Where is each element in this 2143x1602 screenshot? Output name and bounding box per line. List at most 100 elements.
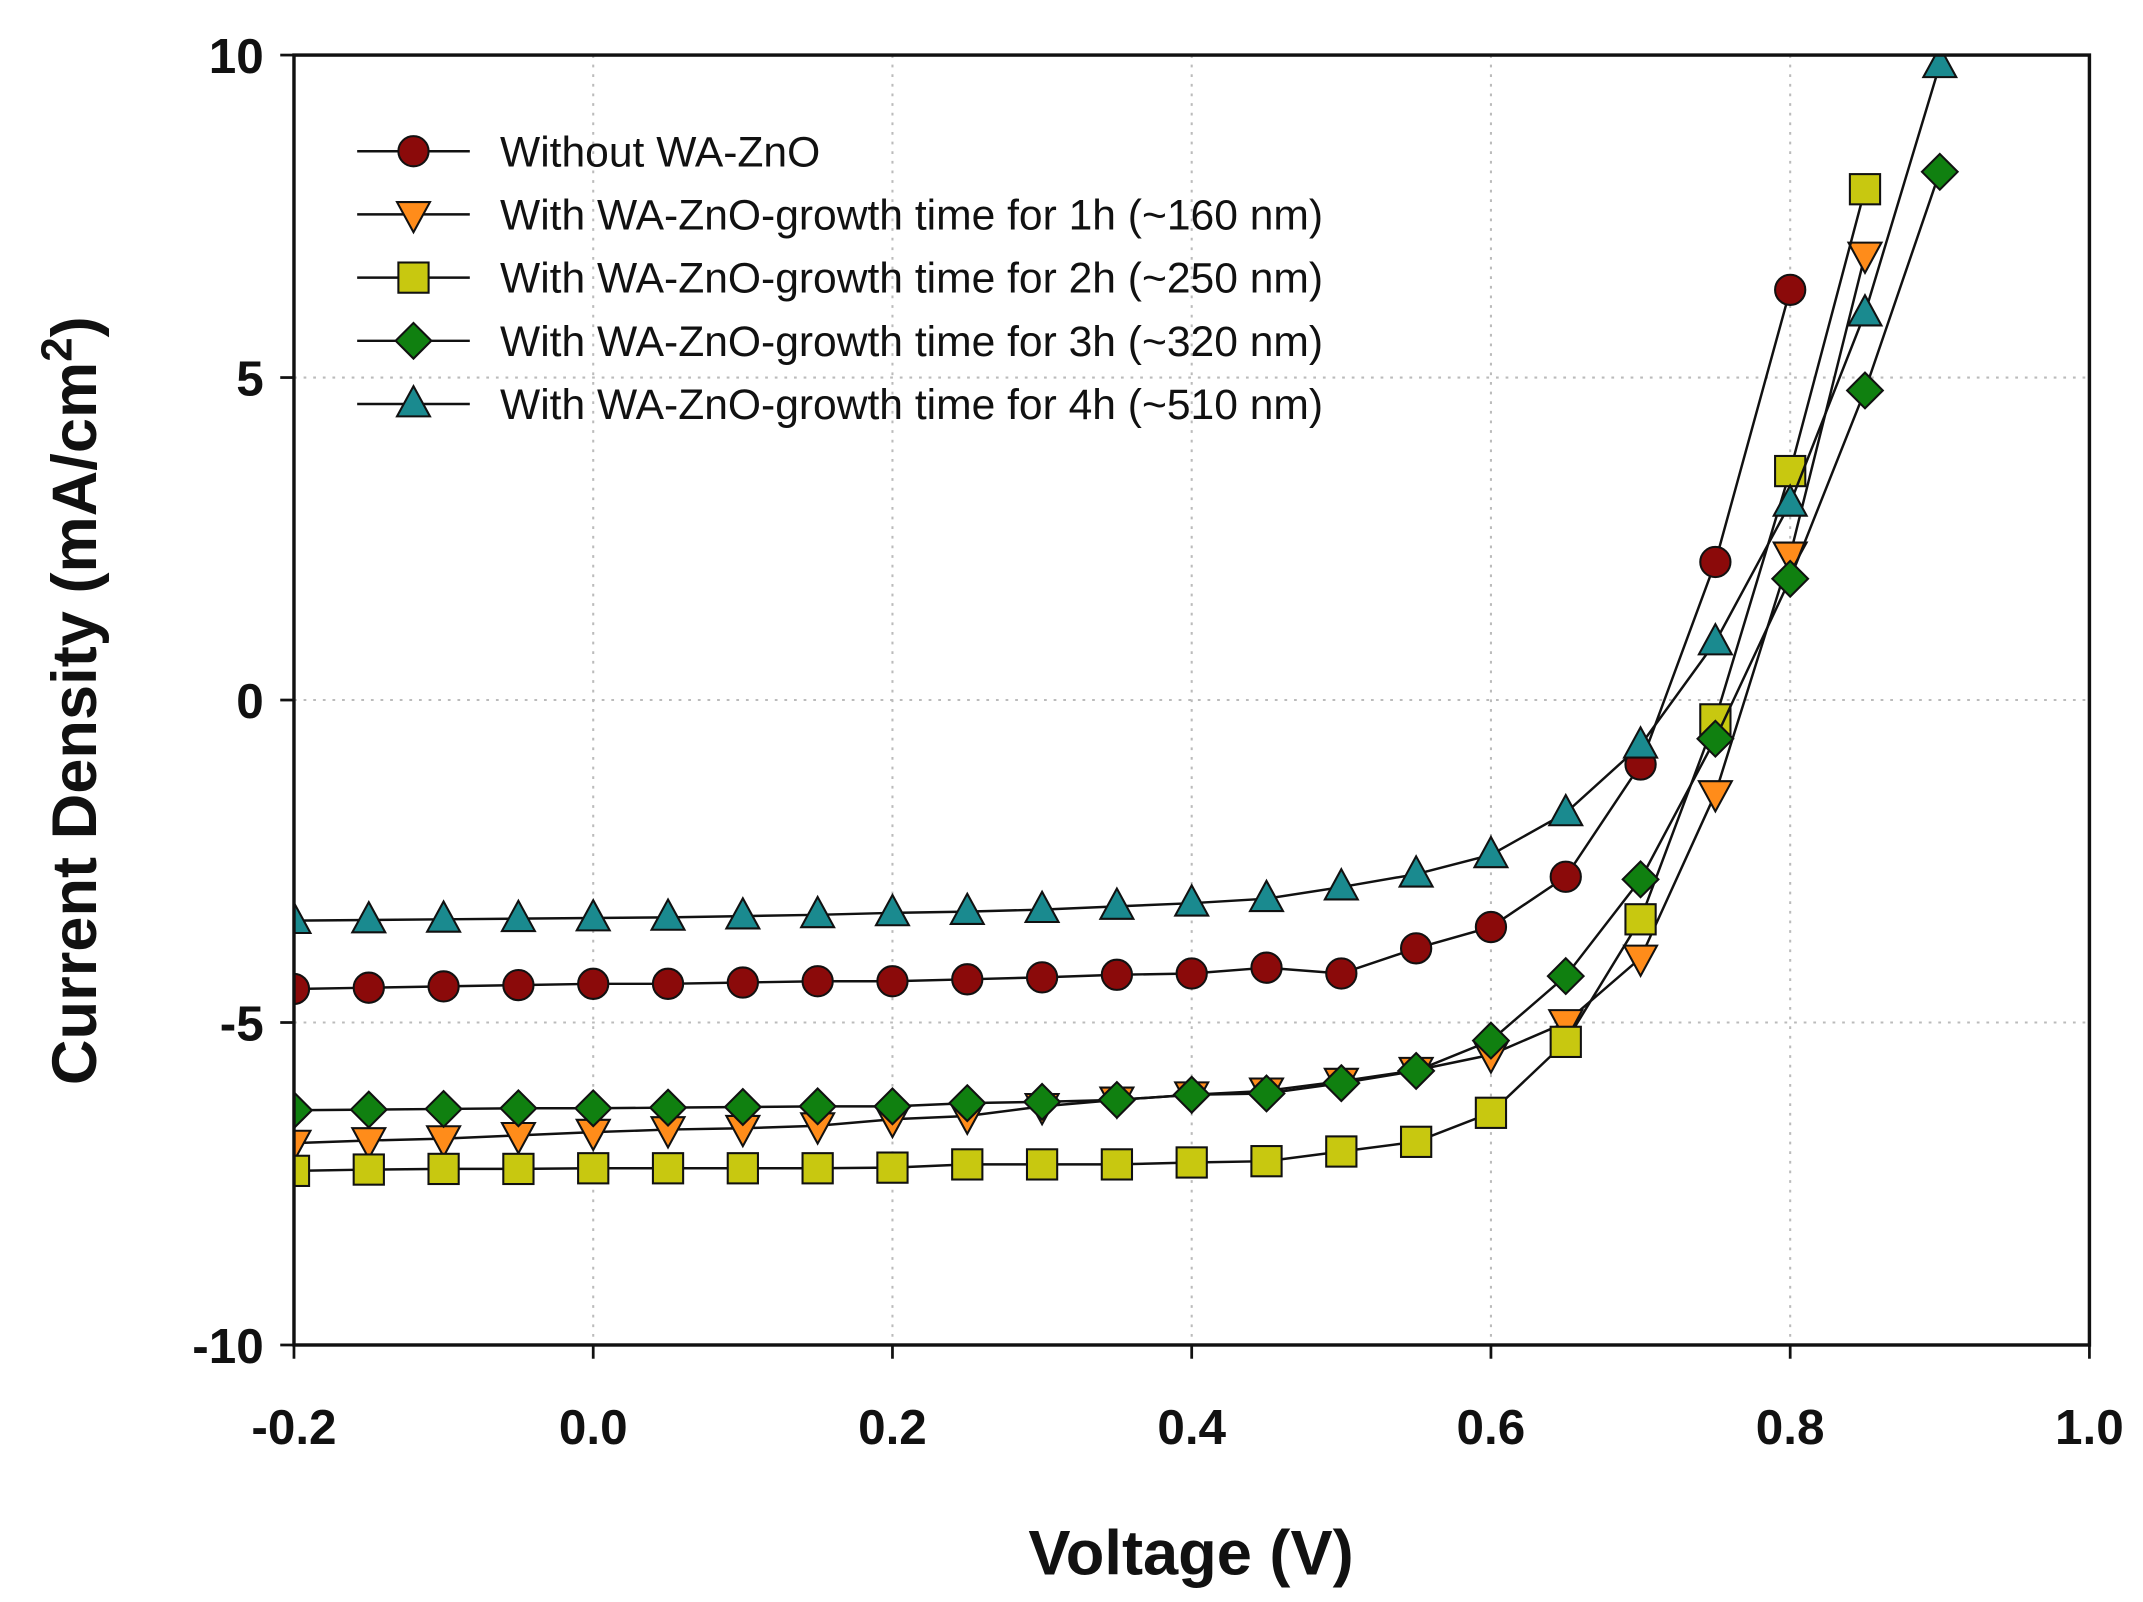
data-point bbox=[947, 1083, 987, 1123]
x-tick-label: 0.0 bbox=[559, 1400, 628, 1455]
data-point bbox=[1173, 883, 1210, 917]
data-point bbox=[1397, 854, 1435, 888]
data-point bbox=[1770, 559, 1810, 599]
data-point bbox=[1100, 1148, 1134, 1181]
data-point bbox=[350, 899, 388, 934]
data-point bbox=[951, 1148, 984, 1181]
data-point bbox=[1845, 371, 1885, 410]
legend-label: With WA-ZnO-growth time for 1h (~160 nm) bbox=[500, 192, 1323, 240]
data-point bbox=[1774, 273, 1807, 306]
data-point bbox=[876, 965, 909, 998]
data-point bbox=[573, 1088, 613, 1128]
data-point bbox=[651, 1152, 685, 1185]
data-point bbox=[427, 970, 460, 1003]
data-point bbox=[648, 1088, 688, 1127]
data-point bbox=[499, 1088, 538, 1128]
y-tick-label: -10 bbox=[192, 1319, 263, 1374]
data-point bbox=[1100, 958, 1134, 991]
series-3 bbox=[293, 173, 1882, 1187]
data-point bbox=[1175, 1146, 1208, 1179]
data-point bbox=[425, 1125, 462, 1159]
data-point bbox=[1247, 1074, 1286, 1113]
data-point bbox=[1699, 545, 1732, 579]
legend-marker bbox=[395, 201, 432, 235]
legend-marker bbox=[395, 383, 432, 418]
data-point bbox=[1696, 719, 1735, 759]
data-point bbox=[1098, 886, 1136, 920]
data-point bbox=[1325, 1135, 1358, 1168]
data-point bbox=[577, 1152, 610, 1185]
data-point bbox=[577, 967, 610, 1000]
legend-marker bbox=[397, 261, 430, 294]
data-point bbox=[724, 896, 762, 930]
data-point bbox=[293, 900, 313, 935]
data-point bbox=[1172, 1075, 1212, 1115]
data-point bbox=[1549, 860, 1582, 893]
data-point bbox=[873, 1087, 912, 1126]
data-point bbox=[427, 1152, 460, 1186]
data-point bbox=[1771, 483, 1809, 517]
data-point bbox=[874, 892, 911, 927]
x-tick-label: 1.0 bbox=[2055, 1400, 2124, 1455]
data-point bbox=[293, 972, 311, 1006]
data-point bbox=[1846, 241, 1884, 276]
data-point bbox=[1399, 932, 1433, 965]
data-point bbox=[1697, 621, 1734, 656]
data-point bbox=[1175, 957, 1208, 990]
data-point bbox=[500, 898, 537, 933]
data-point bbox=[574, 898, 612, 932]
data-point bbox=[1472, 834, 1510, 869]
data-point bbox=[1697, 780, 1734, 814]
data-point bbox=[1547, 1009, 1584, 1043]
data-point bbox=[801, 965, 834, 998]
grid bbox=[293, 55, 2090, 1345]
data-point bbox=[1622, 725, 1659, 759]
legend-label: Without WA-ZnO bbox=[500, 128, 820, 176]
data-point bbox=[649, 897, 687, 931]
y-tick-label: 5 bbox=[236, 351, 264, 406]
data-point bbox=[1848, 173, 1882, 206]
data-point bbox=[799, 894, 836, 929]
data-point bbox=[293, 1090, 314, 1130]
series-line bbox=[293, 254, 1867, 1145]
x-tick-label: -0.2 bbox=[251, 1400, 336, 1455]
data-point bbox=[349, 1090, 389, 1129]
data-point bbox=[798, 1087, 837, 1126]
x-tick-label: 0.4 bbox=[1157, 1400, 1226, 1455]
data-point bbox=[1471, 1021, 1511, 1060]
data-point bbox=[951, 963, 984, 996]
legend: Without WA-ZnO With WA-ZnO-growth time fo… bbox=[357, 128, 1323, 429]
data-point bbox=[1547, 792, 1584, 827]
legend-marker bbox=[394, 321, 433, 361]
data-point bbox=[1846, 293, 1884, 327]
data-point bbox=[949, 891, 986, 925]
legend-marker bbox=[397, 135, 430, 168]
y-tick-label: -5 bbox=[220, 996, 264, 1051]
data-point bbox=[1396, 1051, 1436, 1091]
x-tick-label: 0.6 bbox=[1457, 1400, 1526, 1455]
data-point bbox=[1920, 152, 1960, 192]
data-point bbox=[723, 1087, 763, 1127]
data-point bbox=[1022, 1082, 1062, 1122]
data-point bbox=[726, 966, 759, 999]
legend-label: With WA-ZnO-growth time for 3h (~320 nm) bbox=[500, 318, 1323, 366]
data-point bbox=[1474, 1096, 1508, 1129]
ticks: -0.2 0.0 0.2 0.4 0.6 0.8 1.0 -10 -5 0 5 10 bbox=[192, 29, 2123, 1455]
data-point bbox=[1322, 1063, 1361, 1103]
data-point bbox=[1323, 867, 1360, 901]
series-4 bbox=[293, 152, 1960, 1130]
data-point bbox=[352, 1153, 385, 1186]
y-axis-label: Current Density (mA/cm2) bbox=[32, 316, 110, 1085]
data-point bbox=[651, 967, 685, 1000]
series-5 bbox=[293, 55, 1959, 935]
data-point bbox=[1250, 951, 1283, 984]
x-axis-label: Voltage (V) bbox=[1028, 1518, 1353, 1588]
y-tick-label: 10 bbox=[209, 29, 264, 84]
data-point bbox=[502, 968, 535, 1002]
series-line bbox=[293, 188, 1867, 1173]
series-group bbox=[293, 55, 1960, 1187]
data-point bbox=[1023, 889, 1061, 924]
x-tick-label: 0.2 bbox=[858, 1400, 927, 1455]
data-point bbox=[1546, 956, 1586, 996]
